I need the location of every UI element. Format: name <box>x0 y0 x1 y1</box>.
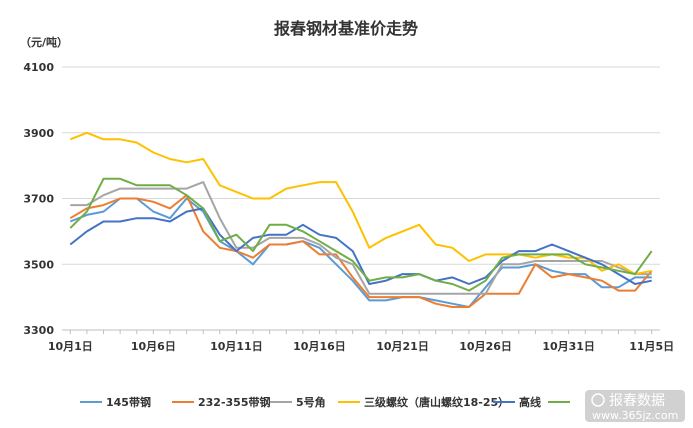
y-tick-label: 3500 <box>23 258 54 271</box>
y-tick-label: 3900 <box>23 127 54 140</box>
series-line-1 <box>69 197 652 308</box>
y-tick-label: 3700 <box>23 193 54 206</box>
series-lines <box>69 131 653 308</box>
legend-label: 145带钢 <box>106 395 151 409</box>
x-tick-label: 11月5日 <box>629 340 674 353</box>
legend: 145带钢 232-355带钢 5号角 三级螺纹（唐山螺纹18-25） 高线 <box>80 395 570 409</box>
legend-label: 高线 <box>519 395 541 409</box>
watermark: 报春数据 www.365jz.com <box>585 390 685 422</box>
x-tick-label: 10月1日 <box>48 340 93 353</box>
y-axis-label: （元/吨） <box>20 35 68 49</box>
x-tick-label: 10月6日 <box>131 340 176 353</box>
y-tick-label: 3300 <box>23 324 54 337</box>
series-line-5 <box>69 207 652 285</box>
watermark-text: 报春数据 <box>609 393 665 409</box>
x-tick-label: 10月11日 <box>210 340 263 353</box>
y-tick-labels: 3300 3500 3700 3900 4100 <box>23 61 54 337</box>
series-line-2 <box>69 194 653 308</box>
y-tick-label: 4100 <box>23 61 54 74</box>
legend-label: 5号角 <box>296 395 326 409</box>
series-line-6 <box>69 177 653 292</box>
x-axis: 10月1日 10月6日 10月11日 10月16日 10月21日 10月26日 10月31日… <box>48 329 674 353</box>
x-tick-label: 10月31日 <box>542 340 595 353</box>
watermark-logo-icon <box>591 393 605 407</box>
x-tick-label: 10月21日 <box>376 340 429 353</box>
chart-title: 报春钢材基准价走势 <box>274 19 418 38</box>
legend-label: 232-355带钢 <box>198 395 271 409</box>
x-tick-label: 10月16日 <box>293 340 346 353</box>
gridlines <box>62 66 660 265</box>
legend-label: 三级螺纹（唐山螺纹18-25） <box>364 395 509 409</box>
series-line-3 <box>70 181 652 295</box>
watermark-backdrop <box>585 390 685 422</box>
x-tick-label: 10月26日 <box>459 340 512 353</box>
watermark-url: www.365jz.com <box>592 409 678 422</box>
